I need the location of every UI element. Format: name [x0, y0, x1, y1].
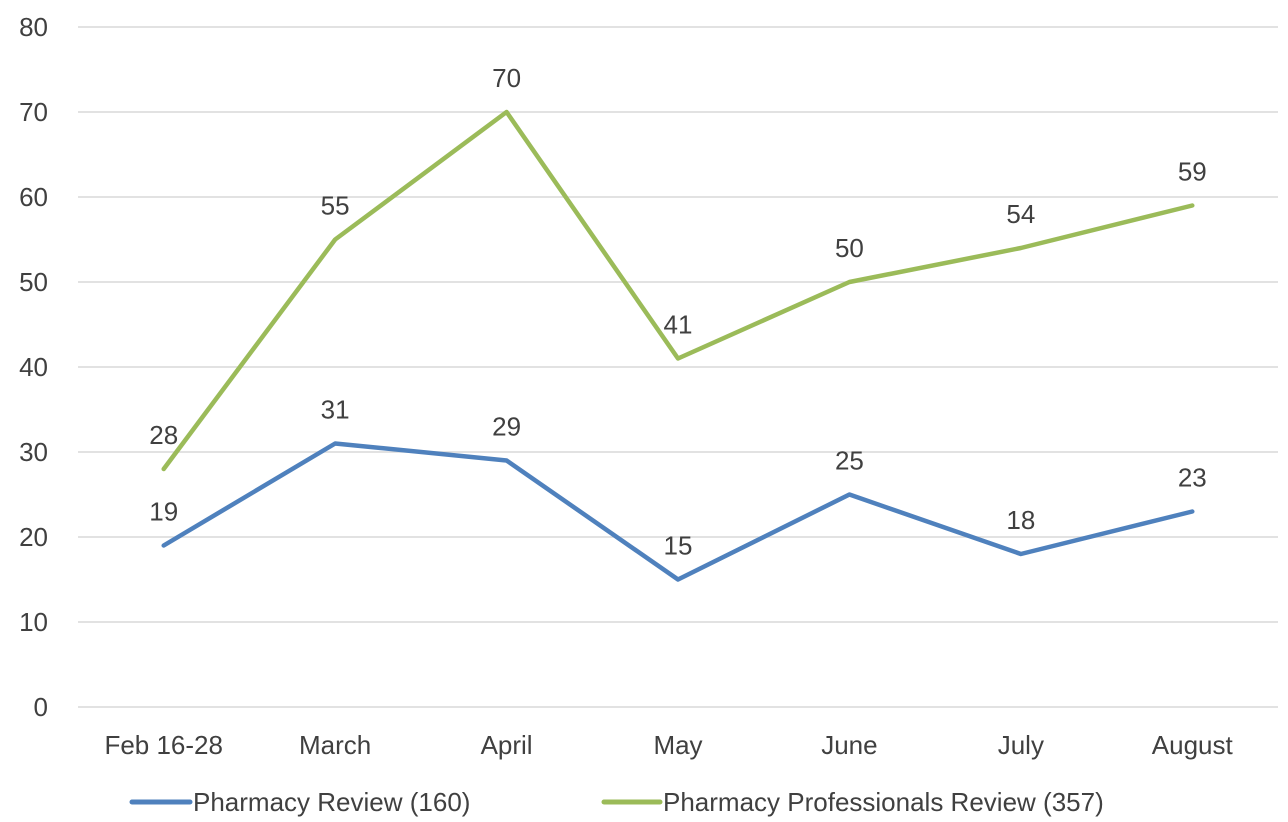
data-label: 25: [835, 446, 864, 476]
data-label: 50: [835, 233, 864, 263]
data-label: 15: [664, 531, 693, 561]
x-tick-label: May: [653, 730, 702, 760]
y-tick-label: 70: [19, 97, 48, 127]
series-line-1: [161, 441, 1195, 582]
y-tick-label: 0: [34, 692, 48, 722]
data-label: 23: [1178, 463, 1207, 493]
series-line-2: [161, 109, 1195, 472]
x-tick-label: April: [481, 730, 533, 760]
gridlines: [78, 26, 1278, 708]
data-label: 28: [149, 420, 178, 450]
data-label: 18: [1006, 505, 1035, 535]
y-tick-label: 40: [19, 352, 48, 382]
data-label: 54: [1006, 199, 1035, 229]
data-label: 55: [321, 191, 350, 221]
y-tick-label: 50: [19, 267, 48, 297]
x-tick-label: March: [299, 730, 371, 760]
data-label: 59: [1178, 157, 1207, 187]
data-label: 31: [321, 395, 350, 425]
legend: Pharmacy Review (160) Pharmacy Profession…: [129, 787, 1104, 817]
legend-label-2: Pharmacy Professionals Review (357): [663, 787, 1104, 817]
y-axis-ticks: 0 10 20 30 40 50 60 70 80: [19, 12, 48, 722]
data-label: 70: [492, 63, 521, 93]
series-lines: [161, 109, 1195, 582]
data-label: 19: [149, 497, 178, 527]
x-tick-label: July: [998, 730, 1044, 760]
y-tick-label: 80: [19, 12, 48, 42]
data-label: 41: [664, 310, 693, 340]
x-axis-ticks: Feb 16-28 March April May June July August: [104, 730, 1233, 760]
x-tick-label: August: [1152, 730, 1234, 760]
y-tick-label: 20: [19, 522, 48, 552]
legend-label-1: Pharmacy Review (160): [193, 787, 470, 817]
x-tick-label: Feb 16-28: [104, 730, 223, 760]
y-tick-label: 30: [19, 437, 48, 467]
y-tick-label: 10: [19, 607, 48, 637]
data-label: 29: [492, 412, 521, 442]
data-labels: 19 31 29 15 25 18 23 28 55 70 41 50 54 59: [149, 63, 1206, 561]
x-tick-label: June: [821, 730, 877, 760]
y-tick-label: 60: [19, 182, 48, 212]
